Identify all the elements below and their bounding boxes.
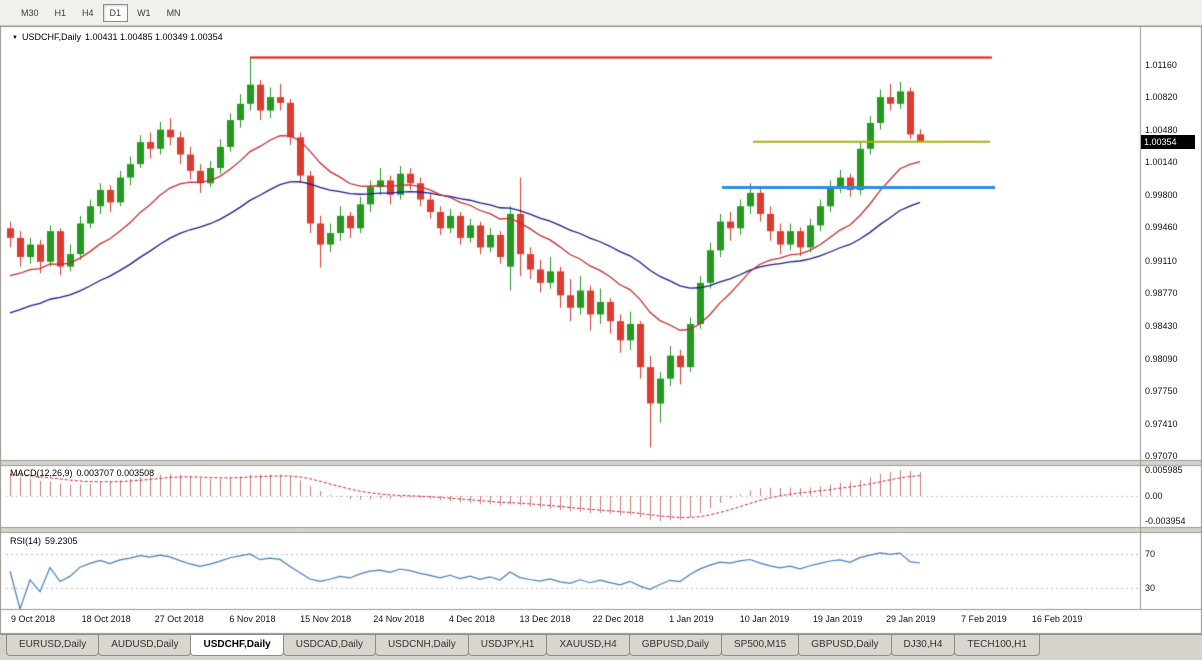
price-axis-label: 0.97410	[1145, 418, 1178, 429]
timeframe-button-d1[interactable]: D1	[102, 3, 129, 22]
chart-tab-gbpusd-daily[interactable]: GBPUSD,Daily	[798, 635, 892, 656]
date-axis-label: 1 Jan 2019	[669, 614, 714, 624]
timeframe-button-m30[interactable]: M30	[21, 7, 39, 18]
price-chart-canvas[interactable]	[0, 26, 1202, 634]
price-axis-label: 1.01160	[1145, 59, 1177, 70]
timeframe-button-h1[interactable]: H1	[54, 7, 67, 18]
macd-axis-label: 0.00	[1145, 490, 1163, 501]
date-axis-label: 10 Jan 2019	[739, 614, 790, 624]
date-axis-label: 19 Jan 2019	[812, 614, 863, 624]
timeframe-button-w1[interactable]: W1	[137, 7, 151, 18]
price-axis-label: 0.97750	[1145, 386, 1178, 397]
rsi-axis-label: 30	[1145, 582, 1156, 593]
macd-indicator-values: 0.003707 0.003508	[76, 468, 155, 478]
macd-axis-label: -0.003954	[1145, 516, 1186, 526]
macd-indicator-label: MACD(12,26,9)	[10, 468, 73, 478]
chart-symbol-label: USDCHF,Daily	[21, 32, 81, 42]
timeframe-button-mn[interactable]: MN	[166, 7, 181, 18]
price-axis-label: 0.98430	[1145, 320, 1178, 331]
timeframe-toolbar: M30 H1 H4 D1 W1 MN	[0, 0, 1202, 26]
price-axis-label: 1.00480	[1145, 124, 1178, 135]
macd-axis-label: 0.005985	[1145, 465, 1183, 475]
chart-title: ▼ USDCHF,Daily 1.00431 1.00485 1.00349 1.0…	[12, 32, 227, 42]
price-axis-label: 0.98090	[1145, 353, 1178, 364]
chart-tab-usdcnh-daily[interactable]: USDCNH,Daily	[374, 635, 469, 656]
date-axis-label: 18 Oct 2018	[81, 614, 131, 624]
rsi-title: RSI(14) 59.2305	[10, 536, 82, 546]
date-axis-label: 9 Oct 2018	[10, 614, 56, 624]
date-axis-label: 24 Nov 2018	[373, 614, 425, 624]
date-axis-label: 16 Feb 2019	[1031, 614, 1083, 624]
current-price-badge: 1.00354	[1141, 134, 1195, 149]
chart-tab-audusd-daily[interactable]: AUDUSD,Daily	[98, 635, 192, 656]
chart-dropdown-icon[interactable]: ▼	[12, 35, 18, 41]
macd-title: MACD(12,26,9) 0.003707 0.003508	[10, 468, 158, 478]
price-axis-label: 0.99110	[1145, 255, 1177, 266]
date-axis-label: 7 Feb 2019	[961, 614, 1007, 624]
chart-tab-tech100-h1[interactable]: TECH100,H1	[954, 635, 1040, 656]
price-axis-label: 0.99460	[1145, 222, 1178, 233]
chart-tab-usdcad-daily[interactable]: USDCAD,Daily	[282, 635, 376, 656]
price-axis-label: 0.97070	[1145, 451, 1178, 462]
chart-tabbar: EURUSD,Daily AUDUSD,Daily USDCHF,Daily USDC…	[0, 634, 1202, 660]
chart-tab-xauusd-h4[interactable]: XAUUSD,H4	[546, 635, 630, 656]
chart-tab-usdjpy-h1[interactable]: USDJPY,H1	[467, 635, 548, 656]
chart-tab-sp500-m15[interactable]: SP500,M15	[720, 635, 800, 656]
price-axis-label: 1.00820	[1145, 92, 1178, 103]
chart-tab-usdchf-daily[interactable]: USDCHF,Daily	[190, 635, 284, 656]
timeframe-button-h4[interactable]: H4	[82, 7, 94, 18]
chart-window: ▼ USDCHF,Daily 1.00431 1.00485 1.00349 1.0…	[0, 26, 1202, 634]
price-axis-label: 0.98770	[1145, 288, 1178, 299]
chart-tab-dj30-h4[interactable]: DJ30,H4	[890, 635, 956, 656]
chart-ohlc-values: 1.00431 1.00485 1.00349 1.00354	[84, 32, 223, 42]
date-axis-label: 27 Oct 2018	[154, 614, 204, 624]
date-axis-label: 6 Nov 2018	[229, 614, 276, 624]
date-axis-label: 4 Dec 2018	[448, 614, 495, 624]
date-axis-label: 22 Dec 2018	[592, 614, 644, 624]
price-axis-label: 0.99800	[1145, 189, 1178, 200]
chart-tab-gbpusd-daily[interactable]: GBPUSD,Daily	[628, 635, 722, 656]
date-axis-label: 13 Dec 2018	[519, 614, 571, 624]
rsi-indicator-value: 59.2305	[45, 536, 78, 546]
rsi-axis-label: 70	[1145, 549, 1156, 560]
rsi-indicator-label: RSI(14)	[10, 536, 42, 546]
date-axis-label: 15 Nov 2018	[300, 614, 352, 624]
date-axis-label: 29 Jan 2019	[886, 614, 936, 624]
price-axis-label: 1.00140	[1145, 157, 1178, 168]
chart-tab-eurusd-daily[interactable]: EURUSD,Daily	[6, 635, 100, 656]
